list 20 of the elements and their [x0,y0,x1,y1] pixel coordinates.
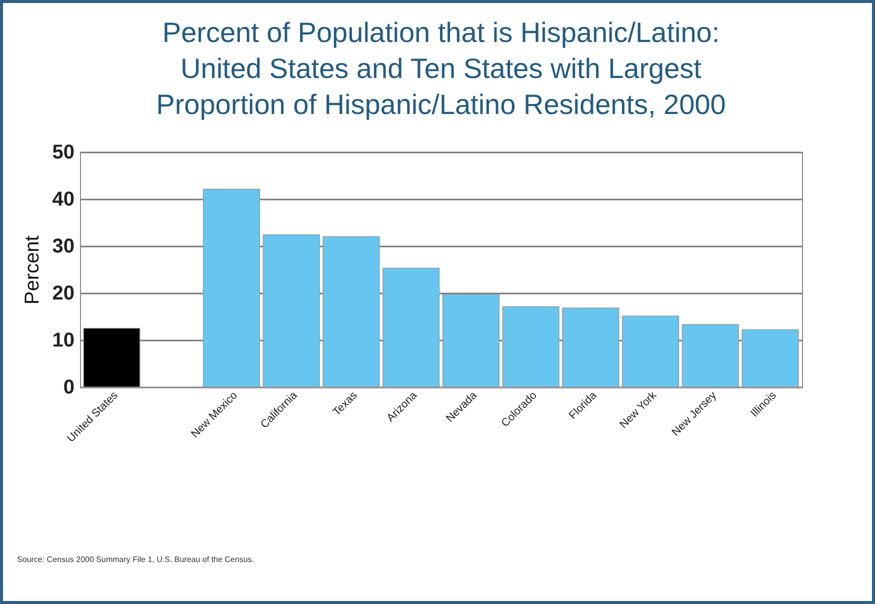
y-tick-label: 10 [52,330,74,352]
bar [202,188,260,388]
y-tick-label: 30 [52,236,74,258]
bar [682,324,739,388]
y-tick-label: 40 [52,188,74,210]
bar [382,268,440,388]
bar [742,329,799,388]
y-tick-label: 20 [52,282,74,304]
bar [502,306,560,388]
y-tick-label: 0 [63,376,74,398]
bar [442,294,500,388]
bar [262,234,320,388]
chart-title: Percent of Population that is Hispanic/Latino: United States and Ten States with Largest Proportion of Hispanic/Latino Residents, 2000 [156,17,726,120]
bar [83,328,140,388]
bar [322,236,380,388]
bar [562,308,620,388]
bar [622,316,680,388]
y-tick-label: 50 [52,142,74,164]
source-note: Source: Census 2000 Summary File 1, U.S. Bureau of the Census. [17,555,254,564]
y-axis-title: Percent [21,235,44,304]
